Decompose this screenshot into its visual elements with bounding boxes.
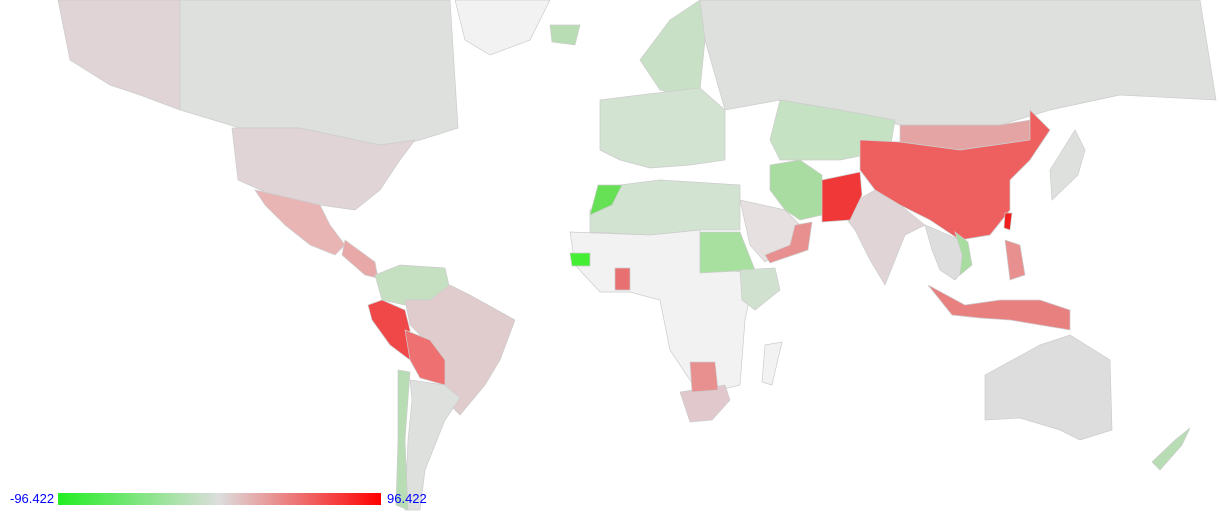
country-morocco[interactable] <box>589 184 623 216</box>
country-argentina[interactable] <box>404 379 461 511</box>
country-europe[interactable] <box>599 87 726 169</box>
country-botswana[interactable] <box>689 361 719 393</box>
country-chile[interactable] <box>395 369 411 511</box>
country-philippines[interactable] <box>1004 239 1026 281</box>
country-peru[interactable] <box>367 299 411 361</box>
country-ghana[interactable] <box>614 267 631 291</box>
country-scandinavia[interactable] <box>639 0 706 96</box>
country-iceland[interactable] <box>549 24 581 46</box>
country-usa[interactable] <box>231 127 416 211</box>
country-sudan[interactable] <box>699 231 756 274</box>
country-madagascar[interactable] <box>761 341 783 386</box>
country-australia[interactable] <box>984 334 1113 441</box>
country-alaska[interactable] <box>57 0 181 111</box>
country-canada[interactable] <box>179 0 459 151</box>
country-afghanistan-pakistan[interactable] <box>821 171 863 223</box>
country-japan[interactable] <box>1049 129 1086 201</box>
country-taiwan[interactable] <box>1003 212 1013 231</box>
country-north-africa[interactable] <box>589 179 741 236</box>
country-indonesia[interactable] <box>927 284 1071 331</box>
legend-gradient-bar <box>58 493 381 505</box>
color-legend: -96.422 96.422 <box>0 490 450 508</box>
country-oman-yemen[interactable] <box>764 221 813 264</box>
country-iran[interactable] <box>769 159 823 221</box>
country-new-zealand[interactable] <box>1151 427 1191 471</box>
country-senegal[interactable] <box>569 252 591 267</box>
country-india[interactable] <box>839 189 926 286</box>
legend-min-label: -96.422 <box>10 491 55 506</box>
country-mexico[interactable] <box>254 189 346 256</box>
country-russia[interactable] <box>699 0 1217 126</box>
country-central-america[interactable] <box>341 239 379 279</box>
country-east-africa[interactable] <box>739 267 781 311</box>
country-vietnam[interactable] <box>954 231 973 276</box>
legend-max-label: 96.422 <box>387 491 427 506</box>
country-greenland[interactable] <box>454 0 551 56</box>
